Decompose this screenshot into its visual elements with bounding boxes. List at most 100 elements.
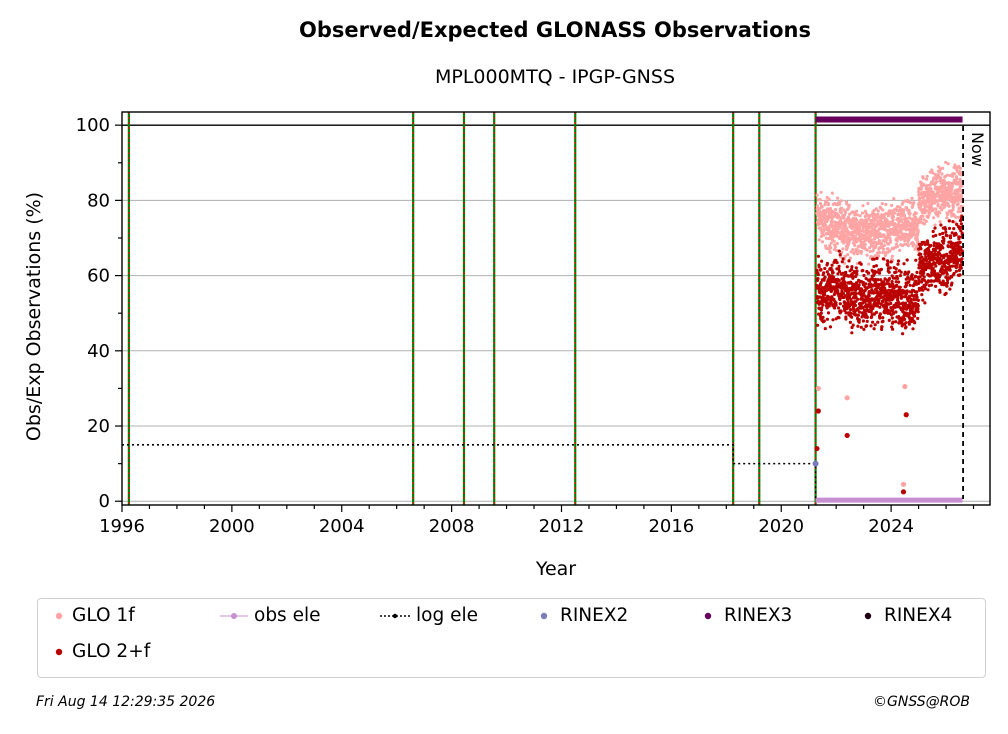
data-point — [906, 199, 910, 203]
data-point — [875, 289, 879, 293]
data-point — [855, 218, 859, 222]
data-point — [865, 315, 869, 319]
data-point — [905, 292, 909, 296]
data-point — [896, 295, 900, 300]
data-point — [825, 225, 829, 229]
data-point — [857, 283, 861, 287]
x-tick-label: 2020 — [758, 516, 804, 537]
data-point — [886, 260, 890, 264]
data-point — [939, 258, 943, 262]
data-point — [957, 235, 961, 239]
data-point — [819, 281, 823, 285]
data-point — [952, 271, 956, 276]
data-point — [885, 218, 889, 222]
data-point — [833, 245, 838, 249]
data-point — [884, 211, 888, 216]
data-point — [843, 210, 848, 214]
data-point — [944, 291, 948, 295]
data-point — [847, 259, 851, 263]
data-point — [850, 331, 854, 335]
y-tick-label: 0 — [99, 491, 110, 512]
legend-item-rinex3: RINEX3 — [698, 605, 792, 626]
data-point — [852, 252, 856, 256]
data-point — [921, 214, 925, 218]
data-point — [954, 232, 958, 237]
outlier-point — [814, 445, 820, 452]
data-point — [930, 283, 934, 287]
data-point — [914, 258, 918, 262]
data-point — [925, 177, 929, 181]
data-point — [836, 230, 840, 234]
data-point — [846, 300, 850, 304]
data-point — [896, 262, 900, 266]
data-point — [854, 292, 858, 296]
data-point — [837, 306, 841, 310]
data-point — [839, 216, 843, 220]
data-point — [845, 246, 849, 250]
data-point — [845, 265, 849, 269]
data-point — [905, 289, 909, 293]
data-point — [854, 266, 858, 270]
data-point — [826, 203, 831, 207]
data-point — [921, 288, 925, 292]
data-point — [821, 303, 825, 307]
data-point — [854, 221, 859, 225]
data-point — [912, 242, 916, 246]
data-point — [889, 301, 893, 305]
data-point — [841, 257, 845, 261]
data-point — [903, 270, 907, 274]
legend-item-rinex2: RINEX2 — [534, 605, 628, 626]
data-point — [958, 166, 963, 170]
data-point — [878, 316, 882, 320]
data-point — [863, 214, 867, 219]
data-point — [888, 239, 893, 243]
data-point — [851, 216, 855, 221]
data-point — [872, 272, 877, 276]
data-point — [902, 262, 906, 266]
data-point — [934, 264, 938, 268]
data-point — [855, 213, 859, 217]
data-point — [941, 279, 945, 283]
data-point — [908, 283, 912, 287]
data-point — [861, 306, 865, 310]
legend-label-log-ele: log ele — [416, 605, 478, 626]
data-point — [861, 204, 865, 208]
data-point — [887, 288, 891, 292]
data-point — [945, 213, 950, 217]
data-point — [830, 263, 834, 267]
data-point — [872, 304, 877, 308]
data-point — [914, 211, 918, 215]
data-point — [848, 308, 853, 312]
data-point — [957, 215, 961, 219]
data-point — [956, 202, 960, 206]
data-point — [826, 311, 831, 315]
data-point — [890, 280, 894, 284]
data-point — [888, 236, 892, 240]
data-point — [884, 202, 888, 207]
data-point — [931, 229, 935, 234]
data-point — [940, 172, 944, 176]
data-point — [854, 209, 859, 213]
data-point — [933, 223, 937, 227]
data-point — [947, 204, 951, 208]
data-point — [914, 293, 919, 297]
data-point — [954, 269, 959, 273]
data-point — [907, 270, 911, 274]
data-point — [872, 327, 876, 331]
data-point — [937, 170, 942, 174]
data-point — [824, 236, 829, 240]
data-point — [941, 241, 946, 245]
data-point — [883, 253, 888, 258]
data-point — [844, 317, 848, 321]
x-tick-label: 2008 — [429, 516, 475, 537]
data-point — [956, 210, 960, 214]
data-point — [953, 163, 957, 167]
data-point — [890, 294, 894, 298]
y-tick-label: 40 — [87, 341, 110, 362]
data-point — [845, 286, 849, 290]
x-tick-label: 2024 — [868, 516, 914, 537]
data-point — [951, 205, 955, 209]
data-point — [877, 251, 882, 255]
legend-item-log-ele: log ele — [380, 605, 478, 626]
data-point — [817, 222, 821, 226]
